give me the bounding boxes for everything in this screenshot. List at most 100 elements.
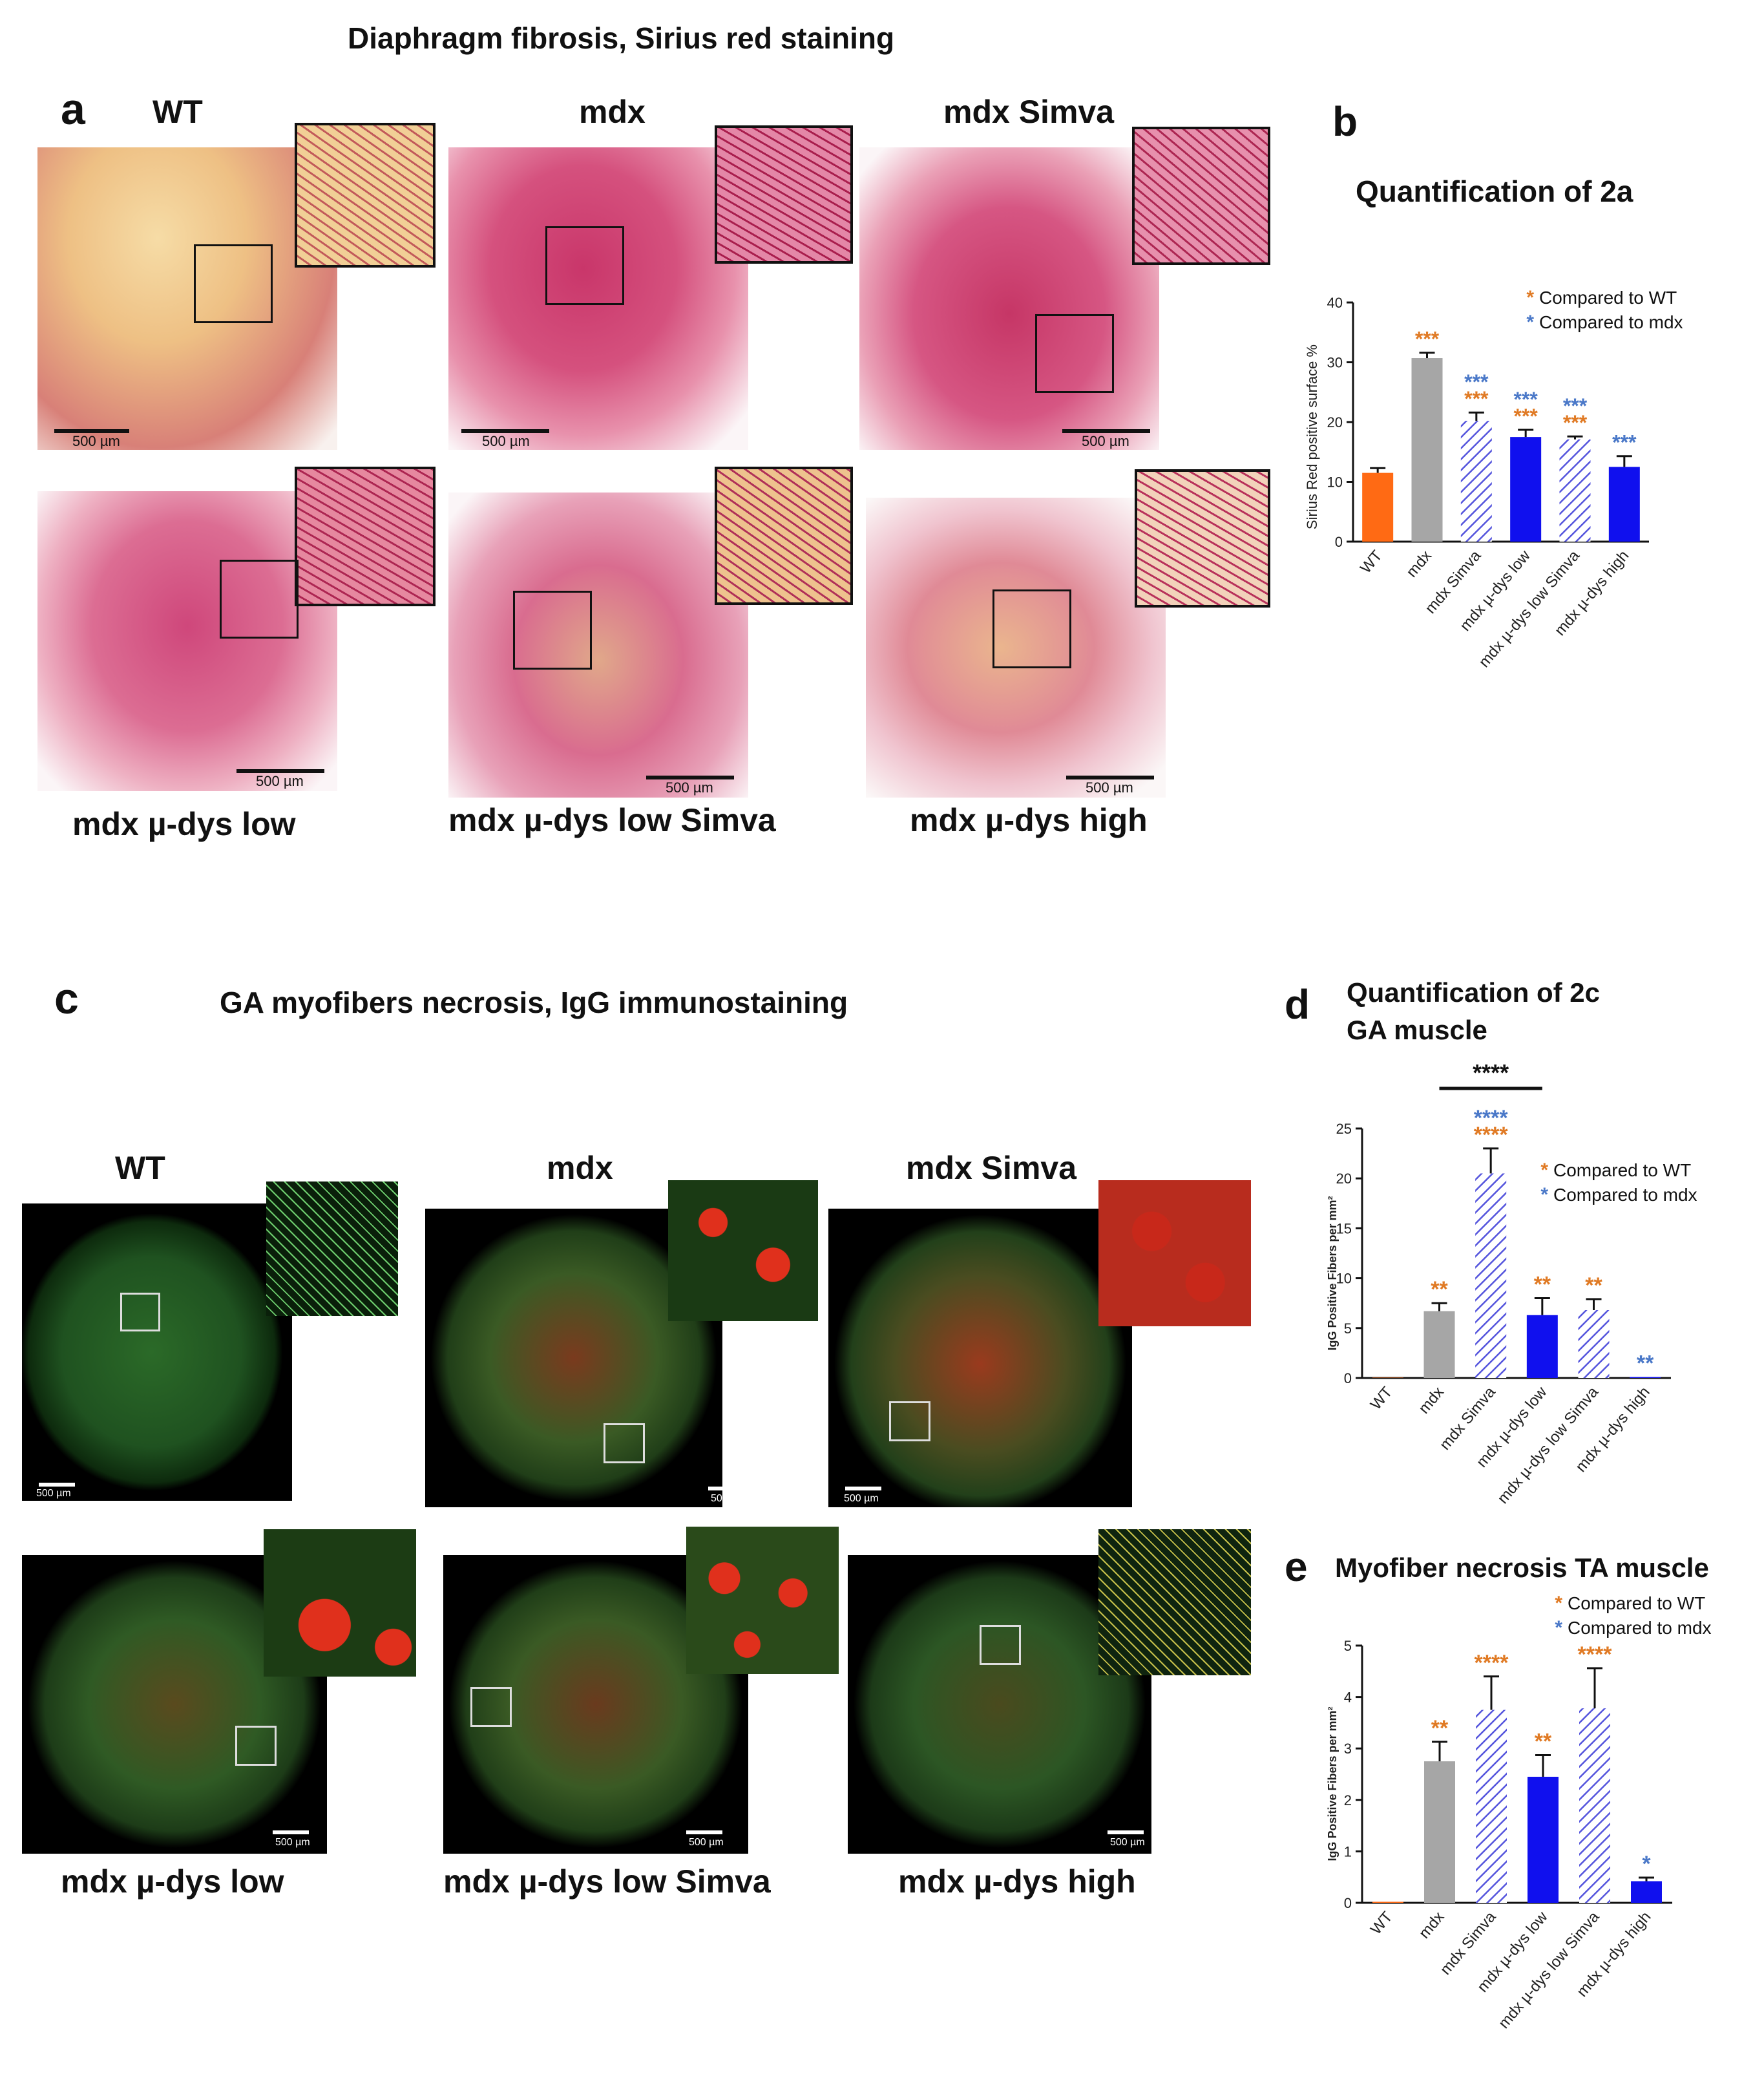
panel-a-label-mdx-simva: mdx Simva [943,94,1115,130]
panel-c-title: GA myofibers necrosis, IgG immunostainin… [220,986,848,1019]
panel-a-letter: a [61,85,85,134]
chart-e-legend-marker-blue: * [1555,1617,1562,1638]
chart-b-category-label: mdx µ-dys low Simva [1475,547,1583,671]
panel-a-label-mdx: mdx [579,94,646,130]
scalebar [39,1483,75,1487]
scalebar [646,776,734,779]
chart-b-significance-orange: *** [1513,405,1538,428]
chart-e-y-tick-label: 2 [1344,1792,1352,1808]
chart-d-legend-marker-blue: * [1540,1184,1548,1205]
chart-e-legend-marker-orange: * [1555,1593,1562,1614]
scalebar [273,1830,309,1834]
chart-d-category-label: WT [1367,1383,1396,1413]
chart-d-y-tick-label: 5 [1344,1320,1352,1337]
scalebar [708,1487,744,1490]
chart-b-significance-blue: *** [1612,431,1637,454]
chart-b-y-tick-label: 20 [1327,414,1343,430]
chart-b-letter: b [1332,98,1358,145]
chart-b-significance-orange: *** [1415,328,1440,351]
chart-d-significance-orange: **** [1474,1123,1509,1147]
zoom-box-igg-mdx-mu-dys-low-simva [470,1687,512,1727]
chart-d-letter: d [1285,981,1310,1028]
chart-d-bar [1372,1377,1403,1378]
panel-c-letter: c [54,974,79,1023]
scalebar-label: 500 µm [256,773,304,789]
sirius-red-image-mdx [448,147,748,450]
igg-inset-mdx-mu-dys-low-simva [686,1527,839,1674]
chart-b-significance-orange: *** [1563,411,1588,434]
chart-e-y-tick-label: 5 [1344,1638,1352,1654]
chart-b-bar [1510,437,1542,542]
panel-c-label-mdx-mu-dys-low: mdx µ-dys low [61,1863,284,1900]
chart-b-legend-wt: Compared to WT [1539,288,1677,308]
zoom-box-mdx-simva [1035,314,1114,393]
panel-c-label-mdx-mu-dys-high: mdx µ-dys high [898,1863,1136,1900]
chart-b-significance-blue: *** [1464,370,1489,394]
chart-e-y-tick-label: 3 [1344,1741,1352,1757]
sirius-red-image-mdx-mu-dys-high [866,498,1166,798]
sirius-red-inset-mdx-mu-dys-high [1135,469,1270,608]
chart-e-category-label: WT [1367,1908,1396,1938]
chart-d-legend-marker-orange: * [1540,1160,1548,1181]
chart-b-bar [1559,439,1591,542]
chart-e-category-label: mdx µ-dys low Simva [1495,1908,1603,2032]
chart-d-category-label: mdx [1415,1384,1447,1417]
chart-d-bar [1475,1173,1507,1378]
chart-b-significance-blue: *** [1563,394,1588,418]
chart-e-bar [1528,1776,1559,1903]
chart-d-bracket-label: **** [1473,1059,1509,1086]
chart-b-significance-blue: *** [1513,388,1538,411]
panel-a-label-mdx-mu-dys-low: mdx µ-dys low [72,806,296,842]
panel-a-label-mdx-mu-dys-high: mdx µ-dys high [910,802,1148,838]
zoom-box-igg-mdx-simva [889,1401,930,1441]
panel-c-label-wt: WT [115,1150,165,1186]
zoom-box-igg-mdx-mu-dys-high [980,1625,1021,1665]
panel-a-title: Diaphragm fibrosis, Sirius red staining [348,21,895,55]
chart-d-title: Quantification of 2c [1347,977,1600,1008]
chart-d-y-tick-label: 10 [1336,1271,1352,1287]
zoom-box-igg-mdx-mu-dys-low [235,1726,277,1766]
chart-d-category-label: mdx µ-dys low Simva [1494,1383,1602,1507]
chart-b-legend-mdx: Compared to mdx [1539,312,1683,332]
sirius-red-inset-wt [295,123,436,268]
chart-b-legend-marker-blue: * [1526,312,1534,333]
chart-e-y-tick-label: 1 [1344,1843,1352,1860]
chart-e-title: Myofiber necrosis TA muscle [1335,1552,1709,1583]
sirius-red-inset-mdx [715,125,853,264]
chart-d-significance-orange: ** [1585,1273,1602,1298]
chart-b-category-label: mdx Simva [1422,547,1484,617]
chart-d-y-tick-label: 25 [1336,1121,1352,1137]
panel-c-label-mdx: mdx [547,1150,613,1186]
sirius-red-inset-mdx-mu-dys-low-simva [715,467,853,605]
chart-d-significance-blue: **** [1474,1106,1509,1130]
sirius-red-inset-mdx-simva [1132,127,1270,265]
chart-d-subtitle: GA muscle [1347,1015,1487,1045]
chart-e-significance-orange: **** [1578,1642,1613,1667]
chart-e-significance-blue: * [1642,1852,1651,1876]
scalebar-label: 500 µm [36,1488,71,1499]
sirius-red-image-wt [37,147,337,450]
scalebar-label: 500 µm [666,779,713,796]
chart-e-bar [1476,1710,1507,1903]
chart-b-category-label: WT [1357,547,1386,577]
scalebar-label: 500 µm [844,1493,879,1504]
igg-inset-mdx-mu-dys-high [1098,1529,1251,1675]
chart-e-legend-wt: Compared to WT [1568,1593,1705,1613]
chart-e-y-tick-label: 0 [1344,1895,1352,1911]
sirius-red-image-mdx-mu-dys-low [37,491,337,791]
zoom-box-mdx-mu-dys-low [220,560,299,639]
chart-b-y-tick-label: 30 [1327,355,1343,371]
chart-d-category-label: mdx µ-dys high [1572,1384,1654,1476]
chart-d-legend-mdx: Compared to mdx [1553,1185,1697,1205]
chart-b-y-tick-label: 0 [1335,534,1343,550]
panel-a-label-mdx-mu-dys-low-simva: mdx µ-dys low Simva [448,802,776,838]
zoom-box-wt [194,244,273,323]
chart-e-category-label: mdx µ-dys high [1573,1909,1655,2000]
chart-b-category-label: mdx µ-dys high [1551,547,1633,639]
chart-d-y-tick-label: 15 [1336,1220,1352,1236]
chart-e-bar [1631,1881,1662,1903]
chart-b-category-label: mdx [1403,547,1435,581]
scalebar-label: 500 µm [1086,779,1133,796]
igg-image-mdx-simva [828,1209,1132,1507]
chart-d-category-label: mdx Simva [1436,1383,1499,1454]
